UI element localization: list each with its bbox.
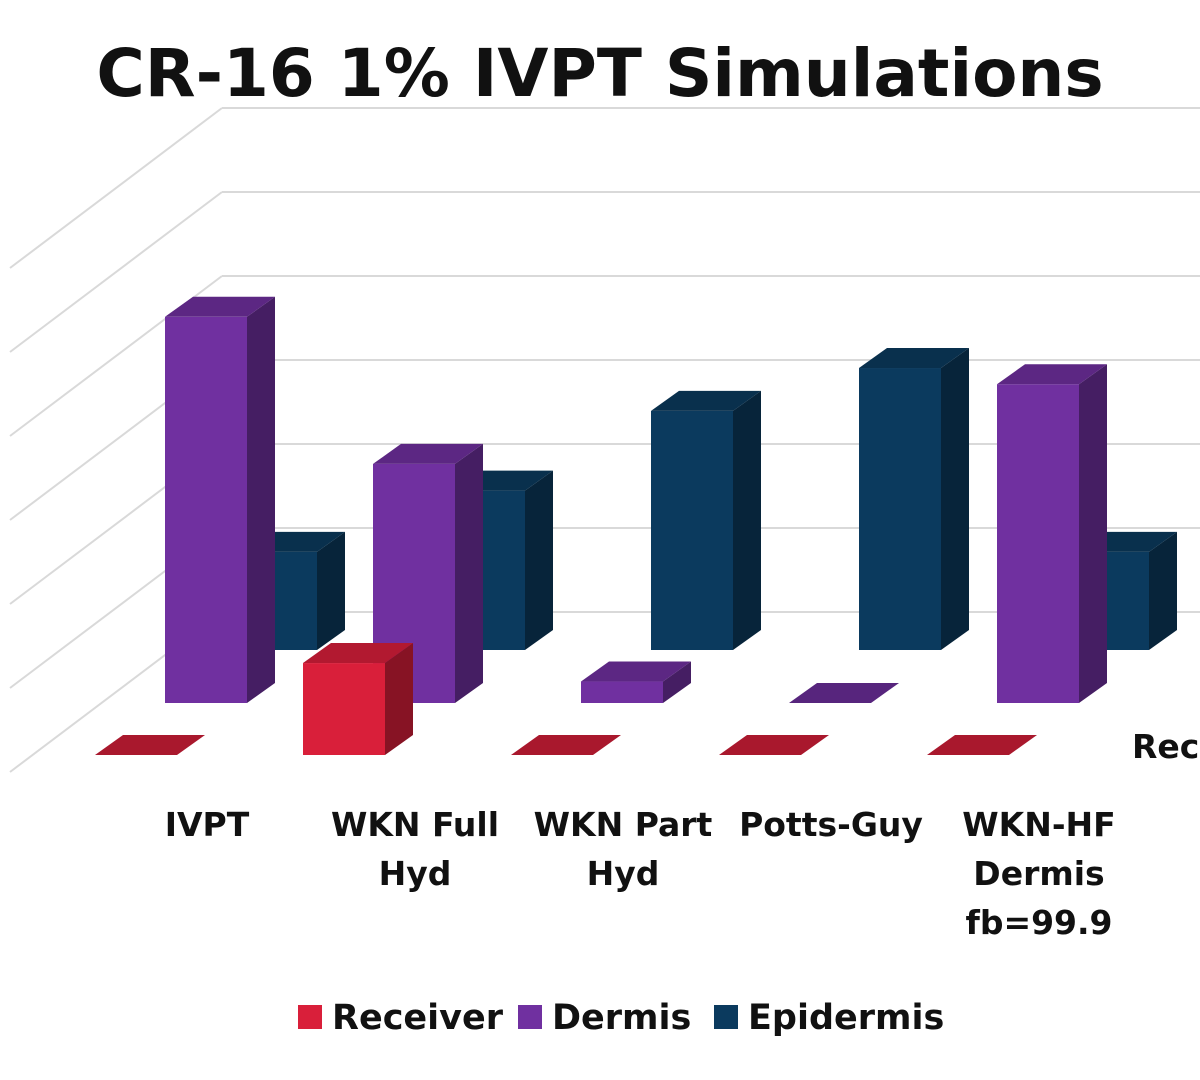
gridline-side <box>9 107 223 269</box>
chart-legend: Receiver Dermis Epidermis <box>298 998 944 1038</box>
legend-label: Epidermis <box>748 998 944 1038</box>
chart-title: CR-16 1% IVPT Simulations <box>96 35 1103 112</box>
category-labels: IVPT WKN Full Hyd WKN Part Hyd Potts-Guy WKN-H… <box>165 727 1200 942</box>
bar-dermis-potts-guy <box>789 683 899 703</box>
category-label: IVPT <box>165 805 250 844</box>
bar-dermis-ivpt <box>165 296 275 703</box>
bar-epidermis-wkn-part-hyd <box>651 390 761 650</box>
legend-item-receiver: Receiver <box>298 998 504 1038</box>
bar-epidermis-potts-guy <box>859 348 969 650</box>
category-label: WKN Full Hyd <box>331 805 499 893</box>
legend-item-dermis: Dermis <box>518 998 691 1038</box>
bar-dermis-wkn-part-hyd <box>581 661 691 703</box>
category-label: Potts-Guy <box>739 805 923 844</box>
bar-receiver-wkn-hf-dermis-fb-99-9 <box>927 735 1037 755</box>
bar-receiver-ivpt <box>95 735 205 755</box>
bar-receiver-wkn-full-hyd <box>303 643 413 755</box>
gridline-side <box>9 191 223 353</box>
legend-swatch <box>518 1005 542 1029</box>
legend-label: Receiver <box>332 998 504 1038</box>
legend-item-epidermis: Epidermis <box>714 998 944 1038</box>
depth-axis-label: Rece <box>1132 727 1200 766</box>
legend-swatch <box>714 1005 738 1029</box>
legend-label: Dermis <box>552 998 691 1038</box>
chart-bars <box>95 296 1177 755</box>
bar-receiver-potts-guy <box>719 735 829 755</box>
bar-dermis-wkn-hf-dermis-fb-99-9 <box>997 364 1107 703</box>
legend-swatch <box>298 1005 322 1029</box>
category-label: WKN-HF Dermis fb=99.9 <box>962 805 1115 942</box>
bar-receiver-wkn-part-hyd <box>511 735 621 755</box>
category-label: WKN Part Hyd <box>534 805 713 893</box>
